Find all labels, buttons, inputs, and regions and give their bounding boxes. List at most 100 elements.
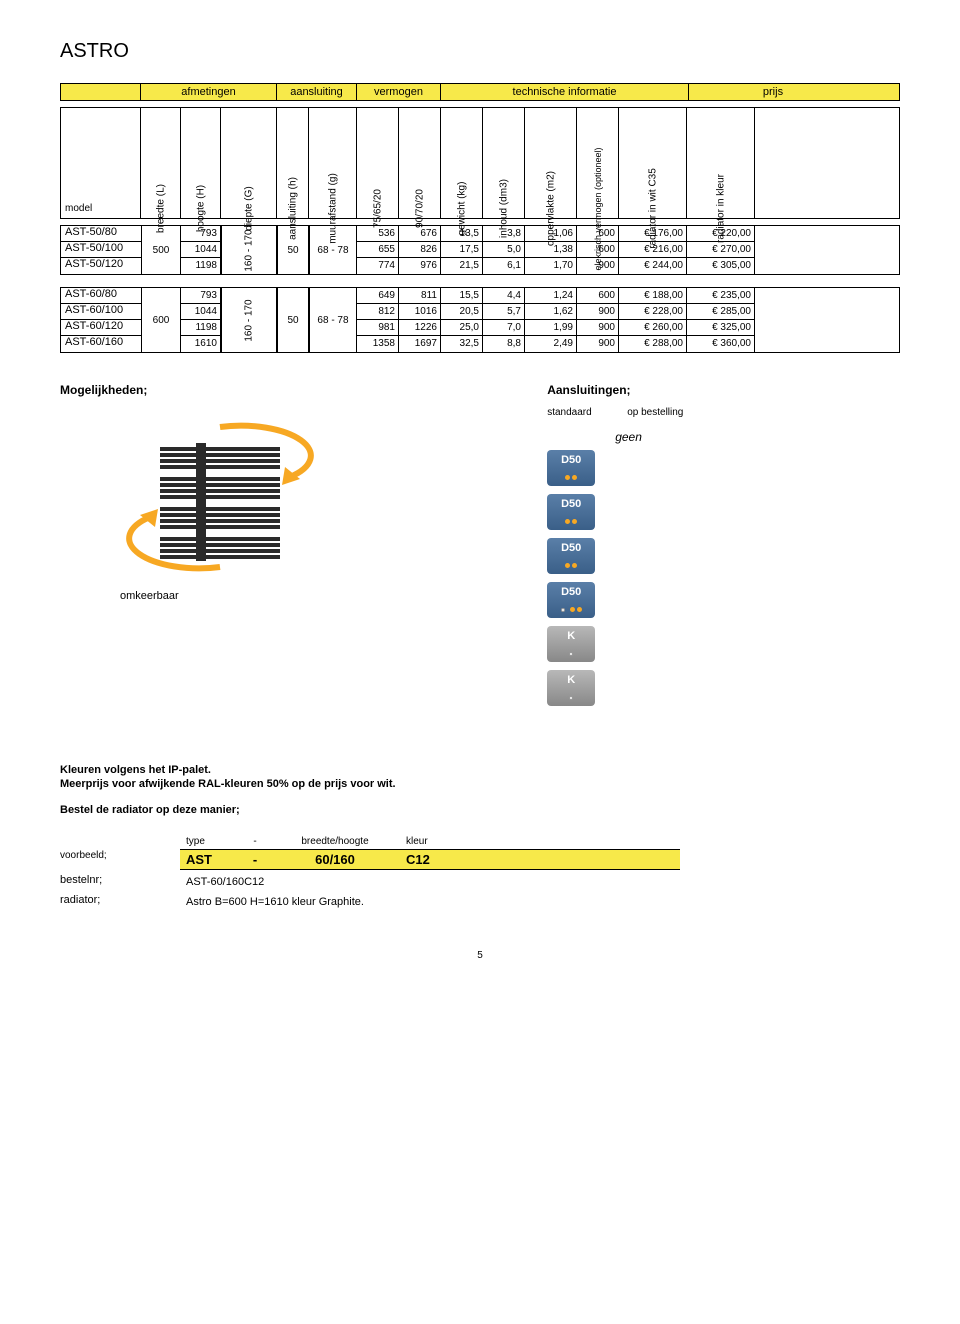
table-cell: 15,5	[441, 288, 483, 304]
aansluitingen-heading: Aansluitingen;	[547, 383, 900, 397]
table-cell: 976	[399, 258, 441, 274]
table-cell: 1226	[399, 320, 441, 336]
table-cell: 1,99	[525, 320, 577, 336]
table-cell: 1697	[399, 336, 441, 352]
table-cell: 5,7	[483, 304, 525, 320]
group-header-vermogen: vermogen	[357, 84, 441, 100]
connection-badge: D50	[547, 538, 595, 574]
table-cell: 1198	[181, 258, 221, 274]
colhead-gewicht: gewicht (kg)	[441, 108, 483, 218]
table-cell: 2,49	[525, 336, 577, 352]
table-cell: 5,0	[483, 242, 525, 258]
table-cell: 25,0	[441, 320, 483, 336]
group-header-blank	[61, 84, 141, 100]
connection-badge: D50	[547, 582, 595, 618]
table-cell: 1610	[181, 336, 221, 352]
table-cell-model: AST-50/100	[61, 242, 141, 258]
kleuren-line2: Meerprijs voor afwijkende RAL-kleuren 50…	[60, 778, 900, 790]
data-table-2: AST-60/80AST-60/100AST-60/120AST-60/160 6…	[60, 287, 900, 353]
table-cell-merged: 160 - 170	[221, 226, 277, 274]
colhead-hoogte: hoogte (H)	[181, 108, 221, 218]
table-cell: 676	[399, 226, 441, 242]
table-cell-model: AST-60/120	[61, 320, 141, 336]
connection-badge: D50	[547, 450, 595, 486]
group-header-prijs: prijs	[689, 84, 857, 100]
colhead-radiator-wit: radiator in wit C35	[619, 108, 687, 218]
table-cell-model: AST-50/80	[61, 226, 141, 242]
radiator-illustration	[120, 417, 522, 580]
table-cell-model: AST-60/80	[61, 288, 141, 304]
table-cell-merged: 160 - 170	[221, 288, 277, 352]
table-cell: 655	[357, 242, 399, 258]
table-cell: € 360,00	[687, 336, 755, 352]
table-cell: € 305,00	[687, 258, 755, 274]
table-cell: 6,1	[483, 258, 525, 274]
colhead-elekrisch: elekrisch vermogen (optioneel)	[577, 108, 619, 218]
colhead-diepte: diepte (G)	[221, 108, 277, 218]
page-number: 5	[60, 950, 900, 961]
table-cell: 812	[357, 304, 399, 320]
data-table-1: AST-50/80AST-50/100AST-50/12050079310441…	[60, 225, 900, 275]
order-bestelnr-row: bestelnr; AST-60/160C12	[60, 874, 900, 890]
table-cell: 900	[577, 320, 619, 336]
table-cell: € 325,00	[687, 320, 755, 336]
colhead-muurafstand: muurafstand (g)	[309, 108, 357, 218]
colhead-inhoud: inhoud (dm3)	[483, 108, 525, 218]
table-cell-merged: 50	[277, 288, 309, 352]
mogelijkheden-heading: Mogelijkheden;	[60, 383, 522, 397]
table-cell: 1,62	[525, 304, 577, 320]
table-cell-model: AST-60/160	[61, 336, 141, 352]
table-cell: € 244,00	[619, 258, 687, 274]
colhead-75: 75/65/20	[357, 108, 399, 218]
table-cell: 8,8	[483, 336, 525, 352]
kleuren-line1: Kleuren volgens het IP-palet.	[60, 764, 900, 776]
badge-column: D50D50D50D50 KK	[547, 450, 595, 714]
table-cell: € 285,00	[687, 304, 755, 320]
connection-badge: D50	[547, 494, 595, 530]
table-cell: 774	[357, 258, 399, 274]
geen-label: geen	[615, 430, 642, 704]
colhead-model: model	[61, 108, 141, 218]
table-cell: 1,24	[525, 288, 577, 304]
table-cell: 811	[399, 288, 441, 304]
table-cell: 7,0	[483, 320, 525, 336]
colhead-radiator-kleur: radiator in kleur	[687, 108, 755, 218]
table-cell: 649	[357, 288, 399, 304]
colhead-breedte: breedte (L)	[141, 108, 181, 218]
table-cell: 981	[357, 320, 399, 336]
page-title: ASTRO	[60, 40, 900, 63]
group-header-aansluiting: aansluiting	[277, 84, 357, 100]
table-cell-merged: 68 - 78	[309, 288, 357, 352]
connection-badge: K	[547, 670, 595, 706]
table-cell: 1016	[399, 304, 441, 320]
table-cell: 536	[357, 226, 399, 242]
group-header-afmetingen: afmetingen	[141, 84, 277, 100]
table-cell: 1044	[181, 242, 221, 258]
table-cell: 20,5	[441, 304, 483, 320]
bestel-line: Bestel de radiator op deze manier;	[60, 804, 900, 816]
colhead-oppervlakte: oppervlakte (m2)	[525, 108, 577, 218]
table-cell: € 270,00	[687, 242, 755, 258]
table-cell-model: AST-60/100	[61, 304, 141, 320]
omkeerbaar-label: omkeerbaar	[120, 590, 522, 602]
table-cell: 17,5	[441, 242, 483, 258]
colhead-90: 90/70/20	[399, 108, 441, 218]
colhead-aansluiting-h: aansluiting (h)	[277, 108, 309, 218]
table-cell: 900	[577, 336, 619, 352]
table-cell-model: AST-50/120	[61, 258, 141, 274]
colhead-blank	[755, 108, 899, 218]
group-header-technische: technische informatie	[441, 84, 689, 100]
column-header-row: model breedte (L) hoogte (H) diepte (G) …	[60, 107, 900, 219]
table-cell: 826	[399, 242, 441, 258]
table-cell: € 260,00	[619, 320, 687, 336]
order-voorbeeld-row: voorbeeld; AST - 60/160 C12	[60, 850, 900, 870]
table-cell: 1044	[181, 304, 221, 320]
table-cell: 1198	[181, 320, 221, 336]
order-header-row: type - breedte/hoogte kleur	[60, 834, 900, 850]
order-radiator-row: radiator; Astro B=600 H=1610 kleur Graph…	[60, 894, 900, 910]
table-cell: 1,70	[525, 258, 577, 274]
table-cell: 793	[181, 288, 221, 304]
table-cell: 21,5	[441, 258, 483, 274]
table-cell-merged: 500	[141, 226, 181, 274]
bottom-text-block: Kleuren volgens het IP-palet. Meerprijs …	[60, 764, 900, 910]
